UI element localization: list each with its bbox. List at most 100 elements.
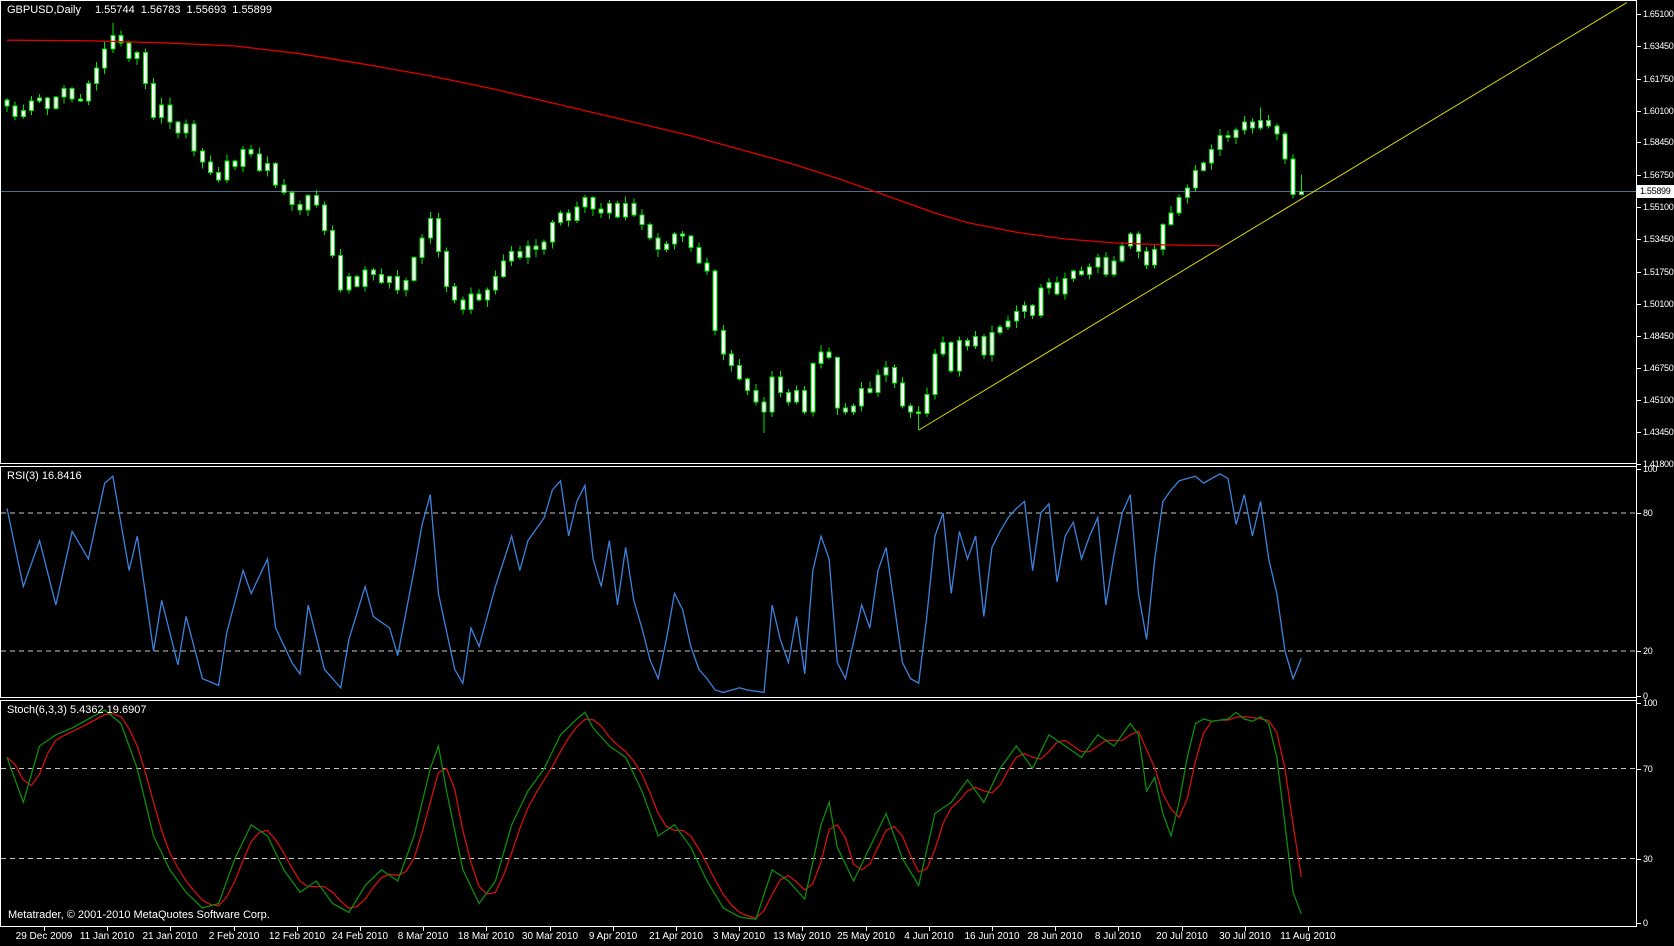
axis-tick-mark: [1637, 175, 1641, 176]
rsi-indicator-panel[interactable]: RSI(3) 16.8416: [0, 466, 1637, 698]
axis-tick-label: 1.58450: [1643, 137, 1674, 147]
date-tick-mark: [802, 927, 803, 931]
date-tick-mark: [423, 927, 424, 931]
rsi-label: RSI(3) 16.8416: [7, 470, 82, 482]
date-tick-mark: [613, 927, 614, 931]
axis-tick-label: 0: [1643, 918, 1648, 928]
axis-tick-label: 1.65100: [1643, 9, 1674, 19]
date-label: 4 Jun 2010: [904, 931, 954, 942]
axis-tick-label: 1.50100: [1643, 299, 1674, 309]
axis-tick-mark: [1637, 79, 1641, 80]
date-label: 21 Jan 2010: [142, 931, 198, 942]
axis-tick-label: 1.43450: [1643, 427, 1674, 437]
axis-border-line: [1636, 0, 1637, 927]
axis-tick-mark: [1637, 469, 1641, 470]
candles-layer: [4, 22, 1304, 434]
axis-tick-mark: [1637, 696, 1641, 697]
date-label: 18 Mar 2010: [457, 931, 515, 942]
date-tick-mark: [929, 927, 930, 931]
axis-tick-mark: [1637, 400, 1641, 401]
axis-tick-mark: [1637, 513, 1641, 514]
axis-tick-label: 100: [1643, 698, 1658, 708]
axis-tick-label: 0: [1643, 691, 1648, 701]
date-label: 25 May 2010: [837, 931, 895, 942]
date-label: 16 Jun 2010: [964, 931, 1020, 942]
stochastic-chart-surface[interactable]: [1, 701, 1636, 931]
axis-tick-label: 1.41800: [1643, 459, 1674, 469]
main-chart-panel[interactable]: GBPUSD,Daily 1.55744 1.56783 1.55693 1.55899: [0, 0, 1637, 464]
date-label: 3 May 2010: [712, 931, 766, 942]
date-tick-mark: [550, 927, 551, 931]
date-tick-mark: [107, 927, 108, 931]
date-label: 28 Jun 2010: [1027, 931, 1083, 942]
quote-close: 1.55899: [232, 4, 273, 16]
copyright-watermark: Metatrader, © 2001-2010 MetaQuotes Softw…: [8, 909, 270, 921]
axis-tick-mark: [1637, 651, 1641, 652]
date-tick-mark: [1118, 927, 1119, 931]
axis-tick-mark: [1637, 336, 1641, 337]
axis-tick-mark: [1637, 923, 1641, 924]
axis-tick-label: 1.48450: [1643, 331, 1674, 341]
symbol-timeframe-label: GBPUSD,Daily: [7, 4, 81, 16]
axis-tick-mark: [1637, 432, 1641, 433]
axis-tick-label: 1.55100: [1643, 202, 1674, 212]
axis-tick-label: 80: [1643, 508, 1653, 518]
axis-tick-mark: [1637, 304, 1641, 305]
date-label: 30 Mar 2010: [521, 931, 579, 942]
quote-open: 1.55744: [94, 4, 135, 16]
date-tick-mark: [676, 927, 677, 931]
axis-tick-label: 20: [1643, 646, 1653, 656]
date-tick-mark: [234, 927, 235, 931]
axis-tick-mark: [1637, 769, 1641, 770]
date-label: 20 Jul 2010: [1156, 931, 1208, 942]
date-tick-mark: [297, 927, 298, 931]
date-label: 29 Dec 2009: [15, 931, 73, 942]
axis-tick-label: 1.61750: [1643, 74, 1674, 84]
axis-tick-mark: [1637, 859, 1641, 860]
quote-high: 1.56783: [140, 4, 181, 16]
axis-tick-label: 1.63450: [1643, 41, 1674, 51]
chart-title-quote: GBPUSD,Daily 1.55744 1.56783 1.55693 1.55899: [7, 4, 272, 16]
date-label: 11 Aug 2010: [1280, 931, 1336, 942]
axis-tick-label: 1.56750: [1643, 170, 1674, 180]
axis-tick-mark: [1637, 239, 1641, 240]
axis-tick-mark: [1637, 703, 1641, 704]
axis-tick-label: 1.53450: [1643, 234, 1674, 244]
axis-tick-label: 30: [1643, 854, 1653, 864]
date-tick-mark: [486, 927, 487, 931]
axis-tick-mark: [1637, 14, 1641, 15]
axis-tick-mark: [1637, 46, 1641, 47]
date-tick-mark: [1245, 927, 1246, 931]
date-tick-mark: [739, 927, 740, 931]
stochastic-indicator-panel[interactable]: Stoch(6,3,3) 5.4362 19.6907: [0, 700, 1637, 927]
date-tick-mark: [360, 927, 361, 931]
axis-tick-mark: [1637, 368, 1641, 369]
date-tick-mark: [170, 927, 171, 931]
date-label: 2 Feb 2010: [208, 931, 260, 942]
date-axis[interactable]: 29 Dec 2009 11 Jan 2010 21 Jan 2010 2 Feb 2…: [0, 927, 1637, 946]
date-label: 9 Apr 2010: [588, 931, 638, 942]
axis-tick-mark: [1637, 142, 1641, 143]
axis-tick-label: 1.45100: [1643, 395, 1674, 405]
price-chart-surface[interactable]: [1, 1, 1636, 468]
axis-tick-mark: [1637, 207, 1641, 208]
date-label: 24 Feb 2010: [331, 931, 389, 942]
axis-tick-mark: [1637, 111, 1641, 112]
date-tick-mark: [1182, 927, 1183, 931]
axis-tick-mark: [1637, 464, 1641, 465]
rsi-chart-surface[interactable]: [1, 467, 1636, 702]
axis-tick-label: 1.51750: [1643, 267, 1674, 277]
date-label: 8 Mar 2010: [397, 931, 449, 942]
date-label: 12 Feb 2010: [268, 931, 326, 942]
axis-tick-mark: [1637, 272, 1641, 273]
current-price-box: 1.55899: [1637, 185, 1674, 198]
quote-low: 1.55693: [186, 4, 227, 16]
axis-tick-label: 1.60100: [1643, 106, 1674, 116]
date-tick-mark: [44, 927, 45, 931]
date-tick-mark: [866, 927, 867, 931]
stochastic-label: Stoch(6,3,3) 5.4362 19.6907: [7, 704, 147, 716]
date-label: 21 Apr 2010: [649, 931, 703, 942]
date-label: 8 Jul 2010: [1094, 931, 1142, 942]
axis-tick-label: 70: [1643, 764, 1653, 774]
